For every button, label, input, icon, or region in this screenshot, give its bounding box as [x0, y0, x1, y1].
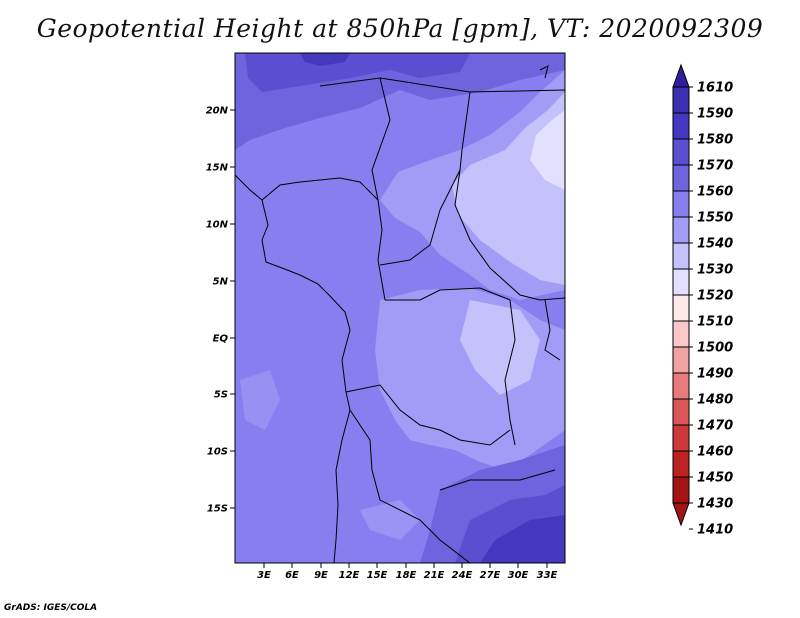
colorbar-label: 1530: [697, 263, 733, 278]
map-frame: [234, 52, 566, 564]
colorbar-label: 1460: [697, 445, 733, 460]
footer-credit: GrADS: IGES/COLA: [4, 603, 98, 613]
colorbar-label: 1510: [697, 315, 733, 330]
lon-tick-label: 6E: [285, 570, 299, 581]
lon-tick-label: 15E: [367, 570, 388, 581]
colorbar-label: 1490: [697, 367, 733, 382]
colorbar-box: [672, 216, 690, 244]
colorbar-box: [672, 424, 690, 452]
colorbar-label: 1570: [697, 159, 733, 174]
lat-tick-label: EQ: [213, 334, 229, 345]
colorbar-label: 1520: [697, 289, 733, 304]
lat-tick-label: 5N: [213, 277, 229, 288]
lon-tick-label: 12E: [339, 570, 360, 581]
lat-tick-label: 15S: [207, 504, 228, 515]
colorbar-box: [672, 268, 690, 296]
colorbar-label: 1580: [697, 133, 733, 148]
colorbar-label: 1590: [697, 107, 733, 122]
lon-tick-label: 30E: [508, 570, 529, 581]
colorbar-box: [672, 294, 690, 322]
country-borders: [235, 65, 565, 563]
map-title: Geopotential Height at 850hPa [gpm], VT:…: [36, 14, 764, 43]
colorbar-box: [672, 346, 690, 374]
colorbar: 1610 1590 1580 1570 1560 1550 1540 1530 1520 1510…: [672, 63, 733, 538]
colorbar-label: 1550: [697, 211, 733, 226]
lat-tick-label: 10N: [206, 220, 229, 231]
lat-tick-label: 10S: [207, 447, 228, 458]
colorbar-box: [672, 320, 690, 348]
colorbar-label: 1450: [697, 471, 733, 486]
lon-tick-label: 21E: [424, 570, 445, 581]
height-field: [235, 53, 565, 563]
colorbar-box: [672, 138, 690, 166]
colorbar-box: [672, 372, 690, 400]
colorbar-label: 1500: [697, 341, 733, 356]
colorbar-label: 1540: [697, 237, 733, 252]
colorbar-label: 1560: [697, 185, 733, 200]
lat-tick-label: 20N: [206, 106, 229, 117]
colorbar-box: [672, 476, 690, 504]
lon-tick-label: 24E: [452, 570, 473, 581]
latitude-axis: 20N 15N 10N 5N EQ 5S 10S 15S: [206, 106, 235, 515]
colorbar-label: 1410: [697, 523, 733, 538]
colorbar-box: [672, 112, 690, 140]
colorbar-bottom-arrow: [672, 502, 690, 527]
colorbar-box: [672, 164, 690, 192]
colorbar-box: [672, 398, 690, 426]
colorbar-label: 1430: [697, 497, 733, 512]
lon-tick-label: 33E: [537, 570, 558, 581]
lon-tick-label: 3E: [257, 570, 271, 581]
colorbar-box: [672, 190, 690, 218]
lon-tick-label: 18E: [396, 570, 417, 581]
longitude-axis: 3E 6E 9E 12E 15E 18E 21E 24E 27E 30E 33E: [257, 563, 558, 581]
lat-tick-label: 15N: [206, 163, 229, 174]
colorbar-label: 1470: [697, 419, 733, 434]
colorbar-top-arrow: [672, 63, 690, 88]
lon-tick-label: 27E: [480, 570, 501, 581]
lon-tick-label: 9E: [314, 570, 328, 581]
colorbar-label: 1610: [697, 81, 733, 96]
colorbar-box: [672, 242, 690, 270]
colorbar-label: 1480: [697, 393, 733, 408]
lat-tick-label: 5S: [214, 390, 228, 401]
colorbar-box: [672, 450, 690, 478]
colorbar-box: [672, 86, 690, 114]
